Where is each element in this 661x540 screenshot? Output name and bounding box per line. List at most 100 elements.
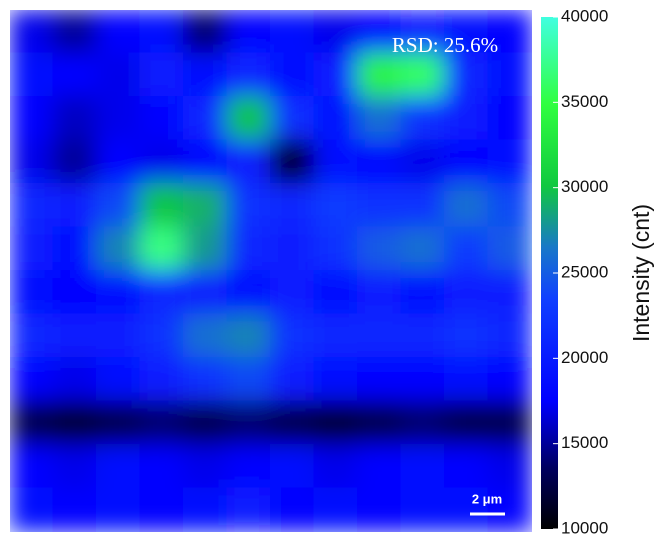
colorbar-tick-label: 10000 <box>561 518 608 537</box>
heatmap-cell <box>96 183 142 229</box>
heatmap-cell <box>140 9 186 55</box>
heatmap-cell <box>53 444 99 490</box>
heatmap-cell <box>183 488 229 534</box>
heatmap-cell <box>53 401 99 447</box>
heatmap-cell <box>227 488 273 534</box>
heatmap-cell <box>96 53 142 99</box>
heatmap-cell <box>53 270 99 316</box>
colorbar-tick-label: 20000 <box>561 348 608 367</box>
heatmap-cell <box>444 401 490 447</box>
colorbar-tick-label: 25000 <box>561 262 608 281</box>
heatmap-cell <box>96 357 142 403</box>
heatmap-cell <box>314 227 360 273</box>
heatmap-cell <box>140 357 186 403</box>
heatmap-cell <box>53 53 99 99</box>
heatmap-cell <box>227 140 273 186</box>
heatmap-cell <box>401 357 447 403</box>
heatmap-cell <box>401 53 447 99</box>
heatmap-cell <box>357 96 403 142</box>
heatmap-cell <box>444 357 490 403</box>
heatmap-cell <box>488 270 534 316</box>
heatmap-cell <box>183 357 229 403</box>
heatmap-cell <box>9 270 55 316</box>
heatmap-cell <box>314 9 360 55</box>
heatmap-cell <box>227 183 273 229</box>
heatmap-cell <box>401 401 447 447</box>
heatmap-cell <box>53 357 99 403</box>
heatmap-cell <box>488 227 534 273</box>
heatmap-cell <box>314 96 360 142</box>
heatmap-cell <box>357 270 403 316</box>
heatmap-cell <box>96 444 142 490</box>
heatmap-cell <box>270 9 316 55</box>
colorbar-tick-label: 35000 <box>561 92 608 111</box>
heatmap-cell <box>227 444 273 490</box>
heatmap-cell <box>314 140 360 186</box>
heatmap-cell <box>9 53 55 99</box>
heatmap-cell <box>488 140 534 186</box>
heatmap-cell <box>314 53 360 99</box>
heatmap-cell <box>140 314 186 360</box>
heatmap-cell <box>96 227 142 273</box>
heatmap-cell <box>53 227 99 273</box>
heatmap-cell <box>53 314 99 360</box>
heatmap-cell <box>270 314 316 360</box>
heatmap-cell <box>53 488 99 534</box>
heatmap-cell <box>270 96 316 142</box>
heatmap-cell <box>183 183 229 229</box>
heatmap-cell <box>357 53 403 99</box>
heatmap-cell <box>270 270 316 316</box>
heatmap-cell <box>314 270 360 316</box>
heatmap-cell <box>270 401 316 447</box>
heatmap-cell <box>140 401 186 447</box>
heatmap-cell <box>270 227 316 273</box>
heatmap-cell <box>357 401 403 447</box>
heatmap-cell <box>357 227 403 273</box>
heatmap-cell <box>183 227 229 273</box>
heatmap-cell <box>96 314 142 360</box>
heatmap-cell <box>53 140 99 186</box>
heatmap-cell <box>140 488 186 534</box>
heatmap-cell <box>183 444 229 490</box>
heatmap-cell <box>488 314 534 360</box>
heatmap-cell <box>227 314 273 360</box>
heatmap-cell <box>401 140 447 186</box>
heatmap-cell <box>53 9 99 55</box>
heatmap-cell <box>488 183 534 229</box>
heatmap-cell <box>444 270 490 316</box>
heatmap-cell <box>96 401 142 447</box>
heatmap-cell <box>53 96 99 142</box>
heatmap-cell <box>9 314 55 360</box>
heatmap-cell <box>227 357 273 403</box>
heatmap-cell <box>9 401 55 447</box>
heatmap-cell <box>227 227 273 273</box>
scale-bar-label: 2 μm <box>472 491 502 506</box>
colorbar-tick-label: 15000 <box>561 433 608 452</box>
heatmap-cell <box>183 9 229 55</box>
heatmap-cell <box>314 357 360 403</box>
heatmap-cell <box>401 314 447 360</box>
heatmap-cell <box>53 183 99 229</box>
heatmap-cell <box>444 183 490 229</box>
heatmap-cell <box>357 357 403 403</box>
heatmap-cell <box>357 314 403 360</box>
heatmap-cell <box>183 96 229 142</box>
heatmap-cell <box>183 140 229 186</box>
heatmap-cell <box>270 140 316 186</box>
heatmap-cell <box>314 314 360 360</box>
heatmap-cell <box>401 488 447 534</box>
heatmap-cell <box>227 53 273 99</box>
colorbar-label: Intensity (cnt) <box>628 204 654 342</box>
heatmap-cell <box>140 183 186 229</box>
heatmap-cell <box>357 140 403 186</box>
heatmap-cell <box>401 270 447 316</box>
heatmap-cell <box>96 270 142 316</box>
heatmap-cell <box>444 96 490 142</box>
heatmap-cell <box>9 96 55 142</box>
heatmap-cell <box>444 53 490 99</box>
heatmap-cell <box>270 488 316 534</box>
heatmap-cell <box>140 444 186 490</box>
heatmap-cell <box>444 314 490 360</box>
heatmap-cells <box>9 9 533 533</box>
